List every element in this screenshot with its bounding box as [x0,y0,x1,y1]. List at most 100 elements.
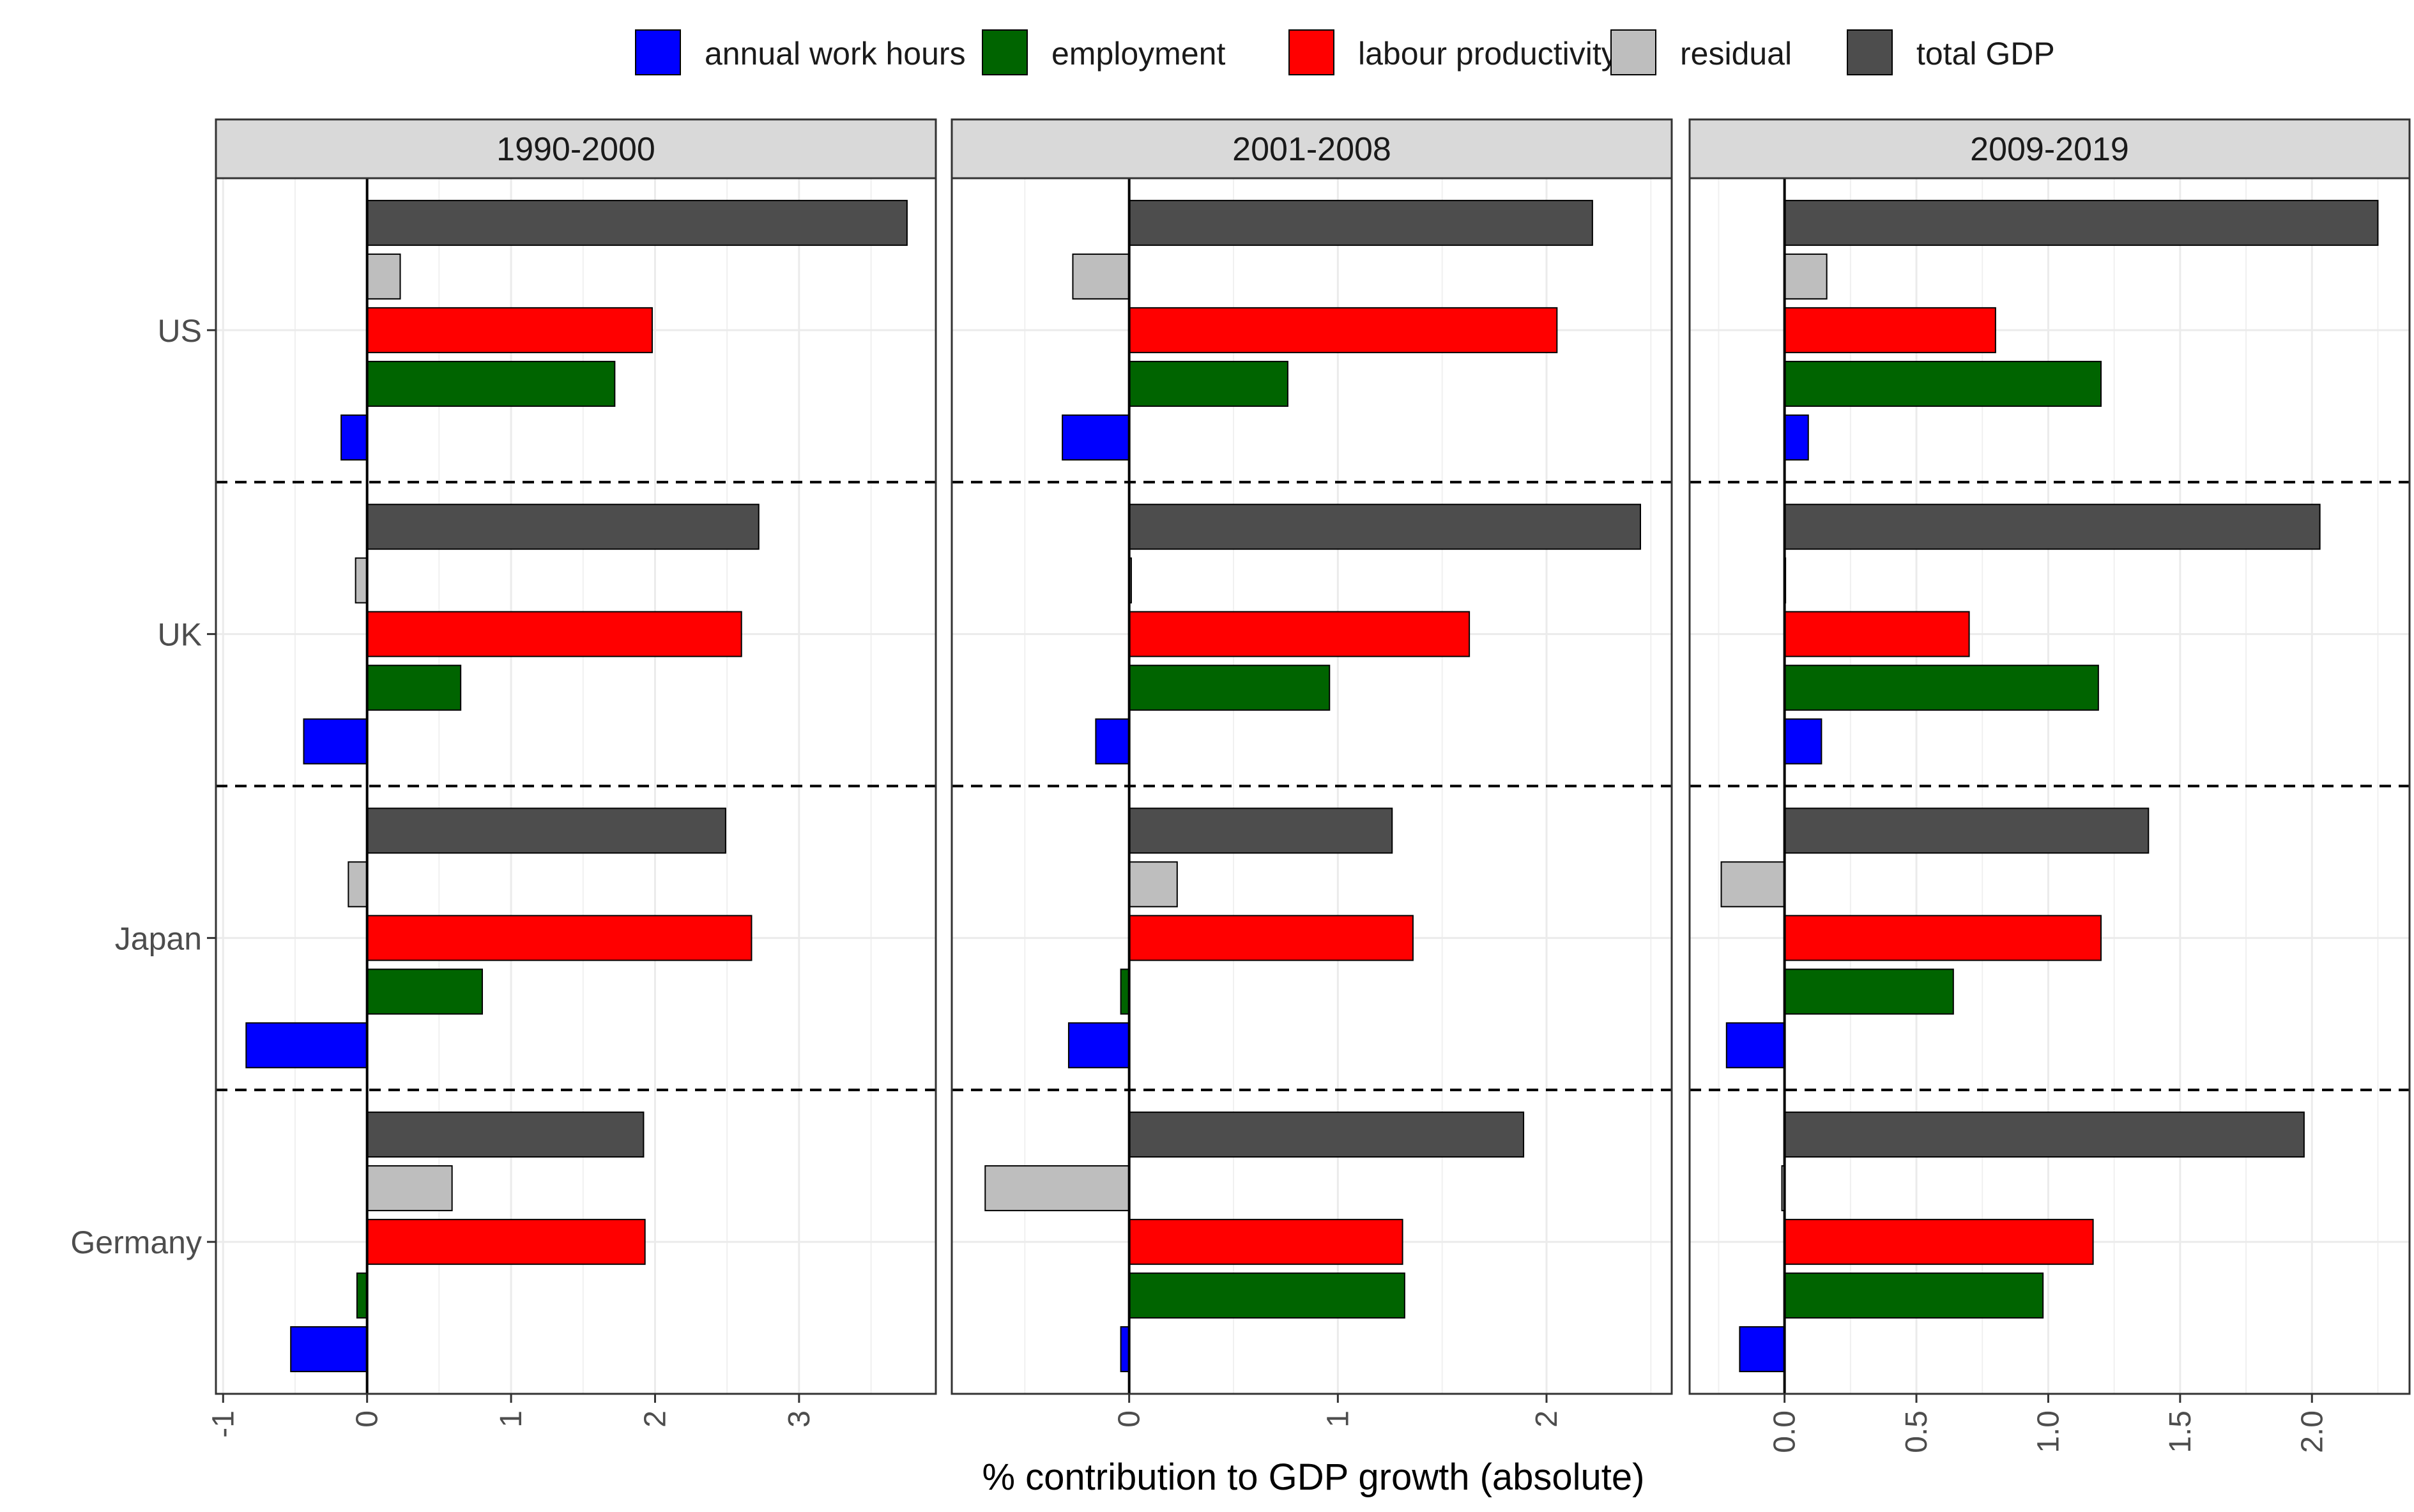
bar-japan-residual [1128,861,1178,908]
bar-japan-labour-productivity [1128,915,1414,961]
legend-label-labour-productivity: labour productivity [1358,36,1617,72]
panel-strip-2001-2008 [951,118,1673,179]
panel-title-2009-2019: 2009-2019 [1970,131,2129,168]
panel-background [1690,178,2410,1394]
bar-germany-total-gdp [1784,1111,2305,1158]
bar-us-annual-work-hours [1784,414,1809,461]
bar-uk-annual-work-hours [1784,718,1822,765]
bar-germany-total-gdp [1128,1111,1525,1158]
panel-1990-2000: 1990-2000 -1 0 1 2 3 [206,118,937,1438]
bar-germany-labour-productivity [1784,1219,2094,1265]
bar-germany-labour-productivity [366,1219,646,1265]
x-tick-label: 2 [1530,1410,1564,1428]
bar-uk-annual-work-hours [1095,718,1130,765]
bar-us-labour-productivity [1784,307,1996,353]
panel-strip-1990-2000 [215,118,937,179]
x-tick-label: 0 [351,1410,385,1428]
bar-japan-employment [1784,968,1954,1015]
panel-background [952,178,1672,1394]
bar-us-total-gdp [366,199,908,246]
bar-us-residual [1784,253,1828,300]
legend-key-labour-productivity [1288,29,1334,75]
panel-2001-2008: 2001-2008 0 1 2 [951,118,1673,1428]
bar-germany-annual-work-hours [1739,1326,1785,1373]
bar-germany-employment [1784,1272,2044,1319]
bar-germany-residual [984,1165,1130,1212]
x-tick-label: 1.0 [2031,1410,2065,1453]
panel-border [1688,177,2411,1395]
panel-border [951,177,1673,1395]
legend-label-employment: employment [1051,36,1225,72]
panels: 1990-2000 -1 0 1 2 3 2001-2008 0 1 2 2009-2019 0.0 0… [206,118,2411,1453]
bar-germany-employment [1128,1272,1405,1319]
bar-us-employment [1128,360,1288,407]
bar-uk-employment [1784,664,2099,711]
x-tick-label: 3 [783,1410,816,1428]
bar-japan-total-gdp [1128,807,1393,854]
panel-border [215,177,937,1395]
bar-japan-total-gdp [1784,807,2150,854]
bar-uk-annual-work-hours [303,718,368,765]
legend-item-employment: employment [982,29,1225,75]
bar-us-employment [366,360,616,407]
legend-item-annual-work-hours: annual work hours [635,29,966,75]
bar-uk-labour-productivity [1784,611,1970,657]
y-tick-label-germany: Germany [70,1225,202,1260]
bar-japan-labour-productivity [366,915,752,961]
bar-uk-total-gdp [1784,503,2321,550]
bar-uk-residual [355,557,368,604]
legend-key-annual-work-hours [635,29,681,75]
bar-us-annual-work-hours [1062,414,1130,461]
bar-japan-annual-work-hours [245,1022,368,1069]
bar-japan-employment [366,968,483,1015]
bar-us-annual-work-hours [340,414,368,461]
bar-us-total-gdp [1128,199,1593,246]
bar-japan-total-gdp [366,807,726,854]
bar-uk-employment [1128,664,1331,711]
x-tick-label: 0 [1113,1410,1147,1428]
bar-uk-labour-productivity [1128,611,1471,657]
legend-key-employment [982,29,1028,75]
y-tick-label-japan: Japan [115,920,202,956]
panel-strip-2009-2019 [1688,118,2411,179]
x-tick-label: 1 [1321,1410,1355,1428]
x-tick-label: 2 [638,1410,672,1428]
legend-label-annual-work-hours: annual work hours [705,36,966,72]
legend-item-labour-productivity: labour productivity [1288,29,1617,75]
panel-2009-2019: 2009-2019 0.0 0.5 1.0 1.5 2.0 [1688,118,2411,1453]
bar-us-labour-productivity [366,307,653,353]
bar-us-labour-productivity [1128,307,1558,353]
legend-item-total-gdp: total GDP [1847,29,2055,75]
bar-germany-annual-work-hours [290,1326,368,1373]
bar-japan-residual [348,861,368,908]
bar-germany-total-gdp [366,1111,645,1158]
x-tick-label: 0.0 [1768,1410,1802,1453]
legend-label-total-gdp: total GDP [1916,36,2055,72]
bar-uk-total-gdp [366,503,760,550]
bar-us-residual [366,253,401,300]
bar-germany-labour-productivity [1128,1219,1403,1265]
bar-uk-total-gdp [1128,503,1641,550]
y-tick-label-us: US [158,313,202,349]
panel-background [216,178,936,1394]
bar-germany-residual [366,1165,453,1212]
bar-uk-employment [366,664,462,711]
legend: annual work hours employment labour produc… [635,29,2055,75]
panel-title-2001-2008: 2001-2008 [1232,131,1391,168]
bar-japan-annual-work-hours [1725,1022,1785,1069]
bar-us-employment [1784,360,2102,407]
y-axis: US UK Japan Germany [70,313,216,1260]
bar-us-residual [1072,253,1130,300]
x-tick-label: -1 [206,1410,240,1438]
bar-japan-labour-productivity [1784,915,2102,961]
panel-title-1990-2000: 1990-2000 [496,131,655,168]
x-tick-label: 0.5 [1900,1410,1934,1453]
x-tick-label: 1 [494,1410,528,1428]
x-axis-title: % contribution to GDP growth (absolute) [982,1456,1644,1498]
y-tick-label-uk: UK [158,617,202,653]
x-tick-label: 1.5 [2164,1410,2197,1453]
legend-key-residual [1610,29,1656,75]
bar-uk-labour-productivity [366,611,742,657]
bar-japan-annual-work-hours [1067,1022,1130,1069]
